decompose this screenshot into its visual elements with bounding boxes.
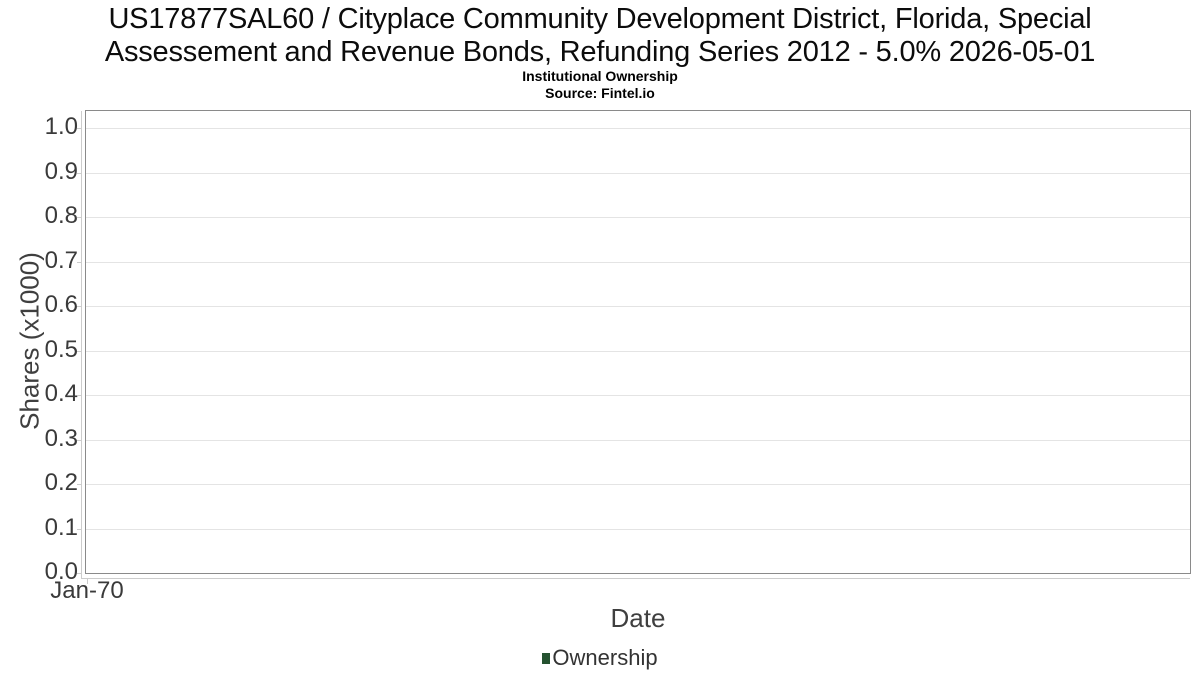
y-tick-label: 0.7	[44, 247, 78, 274]
y-axis-tick-mark	[77, 128, 81, 129]
y-axis-tick-mark	[77, 395, 81, 396]
gridline	[86, 306, 1190, 307]
y-axis-tick-mark	[77, 217, 81, 218]
chart-title-line2: Assessement and Revenue Bonds, Refunding…	[104, 36, 1096, 68]
gridline	[86, 529, 1190, 530]
chart-title: US17877SAL60 / Cityplace Community Devel…	[0, 3, 1200, 69]
gridline	[86, 351, 1190, 352]
y-tick-label: 0.1	[44, 514, 78, 541]
y-tick-label: 0.4	[44, 380, 78, 407]
gridline	[86, 484, 1190, 485]
y-tick-label: 0.0	[44, 558, 78, 585]
y-tick-label: 0.8	[44, 202, 78, 229]
y-tick-label: 0.6	[44, 291, 78, 318]
y-tick-label: 0.9	[44, 158, 78, 185]
y-axis-tick-mark	[77, 529, 81, 530]
y-tick-label: 1.0	[44, 113, 78, 140]
gridline	[86, 217, 1190, 218]
ownership-series-swatch-icon	[542, 652, 551, 664]
x-axis-title: Date	[610, 603, 666, 633]
y-tick-label: 0.2	[44, 469, 78, 496]
y-axis-tick-mark	[77, 262, 81, 263]
y-axis-tick-mark	[77, 573, 81, 574]
gridline	[86, 395, 1190, 396]
chart-source-caption: Source: Fintel.io	[545, 85, 655, 101]
y-axis-tick-mark	[77, 173, 81, 174]
y-axis-tick-labels: 0.0 0.1 0.2 0.3 0.4 0.5 0.6 0.7 0.8 0.9 1.0	[0, 110, 78, 585]
x-axis-tick-mark	[87, 578, 88, 584]
y-axis-tick-mark	[77, 440, 81, 441]
y-axis-tick-mark	[77, 484, 81, 485]
y-axis-tick-mark	[77, 306, 81, 307]
x-axis-line	[81, 578, 1190, 579]
chart-title-line1: US17877SAL60 / Cityplace Community Devel…	[108, 3, 1092, 35]
x-tick-label: Jan-70	[50, 577, 124, 604]
gridline	[86, 173, 1190, 174]
chart-subtitle: Institutional Ownership	[522, 68, 678, 84]
y-tick-label: 0.3	[44, 425, 78, 452]
y-tick-label: 0.5	[44, 336, 78, 363]
y-axis-tick-mark	[77, 351, 81, 352]
gridline	[86, 262, 1190, 263]
legend: Ownership	[0, 645, 1200, 671]
y-axis-line	[81, 111, 82, 579]
legend-label-ownership: Ownership	[552, 645, 658, 670]
plot-area	[77, 110, 1191, 584]
gridline	[86, 440, 1190, 441]
gridline	[86, 128, 1190, 129]
